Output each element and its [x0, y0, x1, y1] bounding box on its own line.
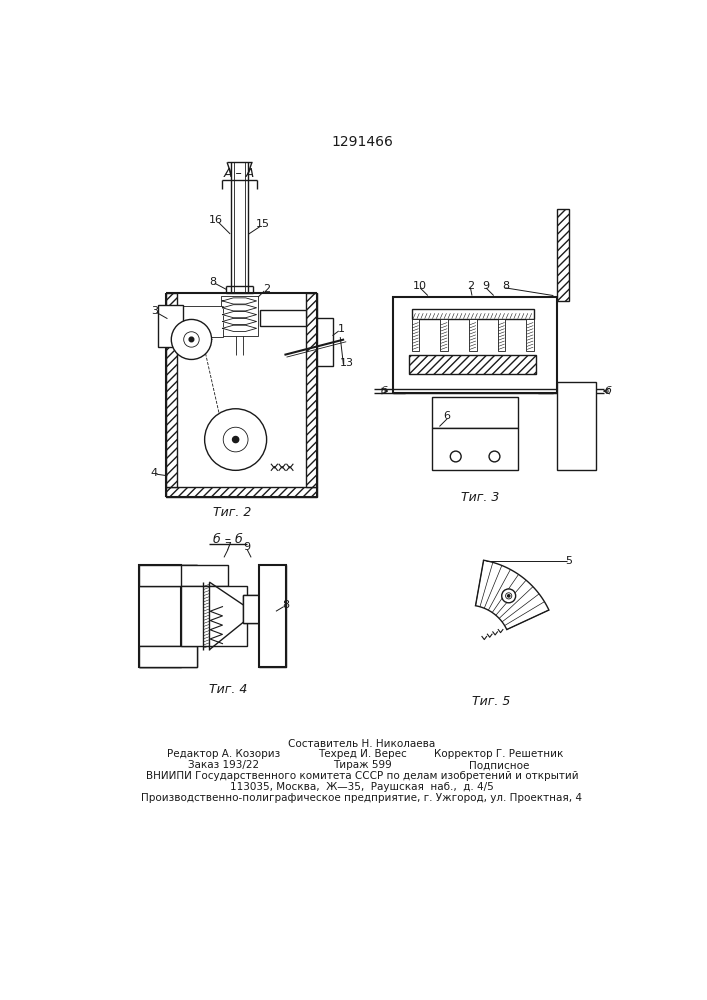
Bar [259, 565, 286, 667]
Text: 2: 2 [263, 284, 270, 294]
Text: 9: 9 [244, 542, 251, 552]
Text: 2: 2 [467, 281, 474, 291]
Text: Составитель Н. Николаева: Составитель Н. Николаева [288, 739, 436, 749]
Bar [557, 209, 569, 301]
Text: Τиг. 2: Τиг. 2 [213, 506, 251, 519]
Text: 5: 5 [566, 556, 573, 566]
Polygon shape [223, 325, 257, 331]
Text: Подписное: Подписное [469, 760, 530, 770]
Bar [242, 425, 252, 432]
Polygon shape [223, 312, 257, 318]
Bar [411, 309, 534, 319]
Text: 1291466: 1291466 [331, 135, 393, 149]
Text: 8: 8 [282, 600, 290, 610]
Bar [411, 319, 419, 351]
Text: Корректор Г. Решетник: Корректор Г. Решетник [434, 749, 563, 759]
Bar [317, 318, 332, 366]
Text: 6: 6 [444, 411, 450, 421]
Bar [139, 565, 182, 667]
Circle shape [171, 319, 211, 359]
Bar [182, 586, 247, 646]
Circle shape [223, 427, 248, 452]
Circle shape [506, 593, 512, 599]
Bar [538, 297, 554, 393]
Bar [221, 296, 258, 336]
Circle shape [508, 595, 510, 597]
Text: Редактор А. Козориз: Редактор А. Козориз [168, 749, 281, 759]
Bar [306, 293, 317, 487]
Circle shape [189, 337, 194, 342]
Bar [393, 297, 405, 393]
Text: 9: 9 [482, 281, 489, 291]
Bar [139, 565, 197, 586]
Bar [166, 487, 317, 497]
Polygon shape [223, 318, 257, 325]
Circle shape [502, 589, 515, 603]
Bar [409, 355, 537, 374]
Text: 3: 3 [151, 306, 158, 316]
Polygon shape [223, 305, 257, 311]
Bar [260, 310, 306, 326]
Text: ВНИИПИ Государственного комитета СССР по делам изобретений и открытий: ВНИИПИ Государственного комитета СССР по… [146, 771, 578, 781]
Bar [182, 565, 228, 586]
Bar [158, 305, 183, 347]
Text: 8: 8 [502, 281, 509, 291]
Text: Тираж 599: Тираж 599 [332, 760, 392, 770]
Text: б: б [380, 386, 387, 396]
Bar [526, 319, 534, 351]
Bar [557, 382, 596, 470]
Bar [243, 595, 259, 623]
Circle shape [204, 409, 267, 470]
Bar [139, 646, 197, 667]
Text: 7: 7 [224, 542, 231, 552]
Bar [139, 565, 182, 667]
Text: Τиг. 4: Τиг. 4 [209, 683, 247, 696]
Text: 13: 13 [339, 358, 354, 368]
Text: Техред И. Верес: Техред И. Верес [317, 749, 407, 759]
Text: Τиг. 5: Τиг. 5 [472, 695, 510, 708]
Bar [405, 297, 538, 309]
Text: 1: 1 [339, 324, 345, 334]
Text: 16: 16 [209, 215, 223, 225]
Bar [166, 293, 177, 487]
Circle shape [184, 332, 199, 347]
Bar [139, 565, 197, 586]
Bar [469, 319, 477, 351]
Bar [393, 297, 557, 393]
Bar [498, 319, 506, 351]
Text: 4: 4 [151, 468, 158, 478]
Text: Τиг. 3: Τиг. 3 [462, 491, 500, 504]
Bar [433, 428, 518, 470]
Bar [139, 646, 197, 667]
Bar [259, 565, 286, 667]
Text: б – б: б – б [213, 533, 243, 546]
Bar [177, 306, 223, 337]
Bar [243, 595, 259, 623]
Bar [440, 319, 448, 351]
Text: 15: 15 [256, 219, 270, 229]
Text: Производственно-полиграфическое предприятие, г. Ужгород, ул. Проектная, 4: Производственно-полиграфическое предприя… [141, 793, 583, 803]
Text: 10: 10 [413, 281, 427, 291]
Polygon shape [223, 298, 257, 304]
Circle shape [450, 451, 461, 462]
Text: 8: 8 [209, 277, 216, 287]
Text: 113035, Москва,  Ж—35,  Раушская  наб.,  д. 4/5: 113035, Москва, Ж—35, Раушская наб., д. … [230, 782, 493, 792]
Text: A – A: A – A [224, 167, 255, 180]
Text: б: б [604, 386, 611, 396]
Circle shape [233, 436, 239, 443]
Text: Заказ 193/22: Заказ 193/22 [189, 760, 259, 770]
Bar [433, 397, 518, 428]
Circle shape [489, 451, 500, 462]
